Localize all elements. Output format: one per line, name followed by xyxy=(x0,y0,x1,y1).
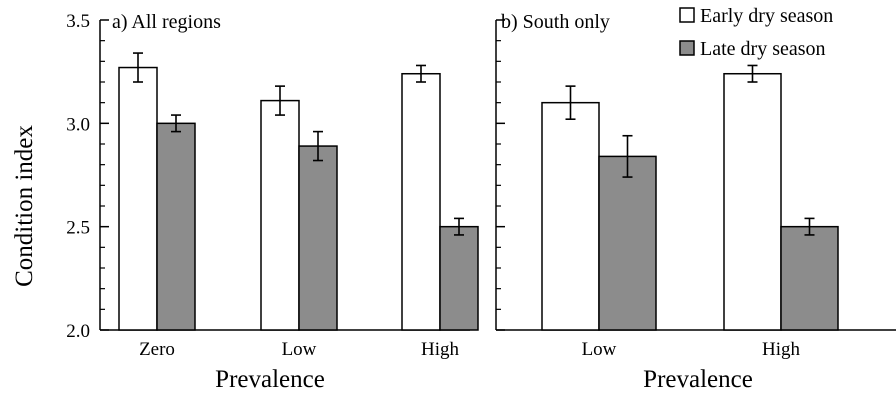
y-axis-title: Condition index xyxy=(11,125,38,287)
legend-label-late: Late dry season xyxy=(700,38,826,60)
bar-late-high xyxy=(781,227,838,330)
panel-b-x-axis-title: Prevalence xyxy=(643,366,753,393)
legend-swatch-late xyxy=(680,41,694,55)
y-tick-label: 3.0 xyxy=(66,114,90,135)
bar-late-zero xyxy=(157,123,195,330)
panel-b-title: b) South only xyxy=(501,11,610,33)
x-tick-label-high: High xyxy=(421,339,460,360)
legend-swatch-early xyxy=(680,8,694,22)
panel-b: b) South only Prevalence Early dry seaso… xyxy=(496,5,896,393)
legend-label-early: Early dry season xyxy=(700,5,833,27)
y-tick-label: 3.5 xyxy=(66,11,90,32)
panel-a-title: a) All regions xyxy=(112,11,221,33)
panel-a: a) All regions Condition index Prevalenc… xyxy=(11,11,478,393)
bar-late-low xyxy=(599,156,656,330)
y-tick-label: 2.5 xyxy=(66,218,90,239)
legend: Early dry season Late dry season xyxy=(680,5,833,60)
bar-early-low xyxy=(261,101,299,330)
x-tick-label-low: Low xyxy=(282,339,317,360)
bar-early-low xyxy=(542,103,599,330)
x-tick-label-zero: Zero xyxy=(139,339,175,360)
bar-early-zero xyxy=(119,68,157,330)
bar-late-high xyxy=(440,227,478,330)
x-tick-label-high: High xyxy=(762,339,801,360)
y-tick-label: 2.0 xyxy=(66,321,90,342)
bar-early-high xyxy=(402,74,440,330)
bar-late-low xyxy=(299,146,337,330)
x-tick-label-low: Low xyxy=(582,339,617,360)
bar-early-high xyxy=(724,74,781,330)
panel-a-x-axis-title: Prevalence xyxy=(215,366,325,393)
